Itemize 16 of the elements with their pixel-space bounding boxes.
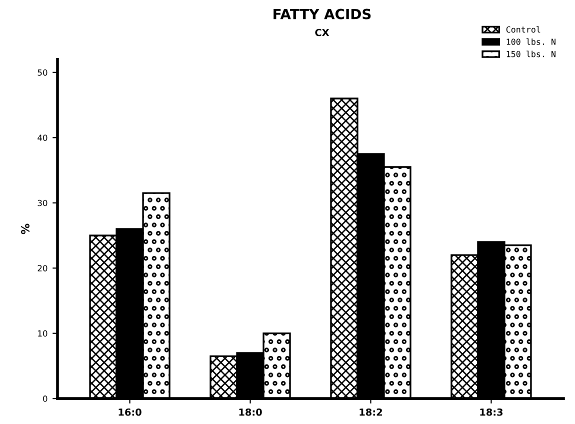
y-tick-label: 40 — [38, 134, 48, 141]
y-tick-label: 10 — [38, 330, 48, 337]
legend-label: 100 lbs. N — [506, 38, 556, 45]
x-tick-label: 18:0 — [239, 408, 262, 416]
chart-title: FATTY ACIDS — [274, 8, 371, 20]
y-tick-label: 20 — [38, 265, 48, 272]
y-axis-title: % — [21, 224, 30, 234]
legend-label: Control — [506, 26, 540, 33]
x-tick-label: 16:0 — [118, 408, 142, 416]
y-tick-label: 30 — [38, 200, 48, 206]
chart-subtitle: CX — [315, 28, 330, 36]
y-tick-label: 50 — [38, 69, 48, 76]
y-tick-label: 0 — [43, 396, 48, 402]
x-tick-label: 18:2 — [360, 408, 382, 416]
x-tick-label: 18:3 — [480, 408, 503, 416]
legend-label: 150 lbs. N — [506, 50, 556, 58]
